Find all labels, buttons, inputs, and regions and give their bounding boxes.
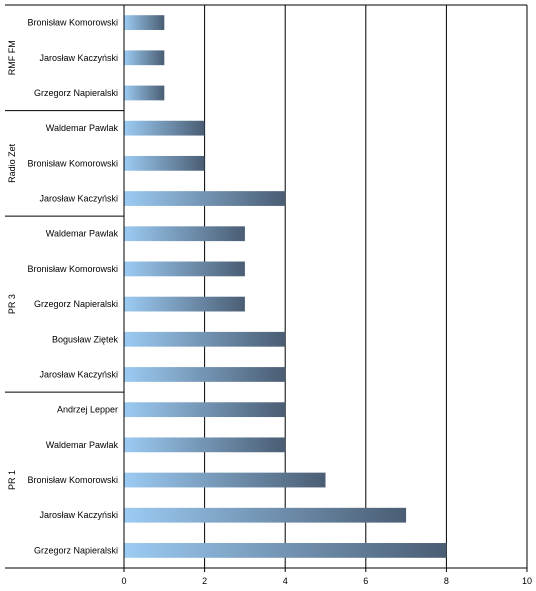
x-tick-label: 8 bbox=[444, 576, 449, 586]
x-tick-label: 6 bbox=[363, 576, 368, 586]
bar bbox=[124, 437, 286, 453]
bar bbox=[124, 367, 286, 382]
bar bbox=[124, 472, 326, 488]
category-label: Bronisław Komorowski bbox=[27, 18, 118, 28]
category-label: Waldemar Pawlak bbox=[46, 440, 119, 450]
bar bbox=[124, 507, 407, 523]
bar bbox=[124, 191, 286, 206]
category-label: Jarosław Kaczyński bbox=[39, 369, 118, 379]
group-label: RMF FM bbox=[7, 40, 17, 75]
x-tick-label: 4 bbox=[283, 576, 288, 586]
bar bbox=[124, 261, 245, 277]
category-label: Jarosław Kaczyński bbox=[39, 53, 118, 63]
category-label: Bronisław Komorowski bbox=[27, 264, 118, 274]
bar bbox=[124, 120, 205, 136]
x-tick-label: 2 bbox=[202, 576, 207, 586]
category-label: Grzegorz Napieralski bbox=[34, 545, 118, 555]
category-label: Bogusław Ziętek bbox=[52, 334, 119, 344]
bar bbox=[124, 155, 205, 171]
category-label: Waldemar Pawlak bbox=[46, 229, 119, 239]
category-label: Bronisław Komorowski bbox=[27, 475, 118, 485]
bar bbox=[124, 331, 286, 347]
group-label: PR 3 bbox=[7, 294, 17, 314]
x-tick-label: 10 bbox=[522, 576, 532, 586]
bar bbox=[124, 296, 245, 312]
bar bbox=[124, 15, 165, 30]
category-label: Bronisław Komorowski bbox=[27, 158, 118, 168]
category-label: Grzegorz Napieralski bbox=[34, 88, 118, 98]
category-label: Waldemar Pawlak bbox=[46, 123, 119, 133]
bar bbox=[124, 402, 286, 418]
category-label: Jarosław Kaczyński bbox=[39, 194, 118, 204]
bar bbox=[124, 50, 165, 66]
category-label: Andrzej Lepper bbox=[57, 405, 118, 415]
category-label: Jarosław Kaczyński bbox=[39, 510, 118, 520]
category-label: Grzegorz Napieralski bbox=[34, 299, 118, 309]
group-label: Radio Zet bbox=[7, 143, 17, 183]
group-label: PR 1 bbox=[7, 470, 17, 490]
plot-area: 0 2 4 6 8 10 Bronisław Komorowski Jarosław Kacz… bbox=[5, 4, 532, 586]
x-tick-label: 0 bbox=[121, 576, 126, 586]
bar bbox=[124, 85, 165, 101]
bar bbox=[124, 543, 447, 558]
bar bbox=[124, 226, 245, 242]
